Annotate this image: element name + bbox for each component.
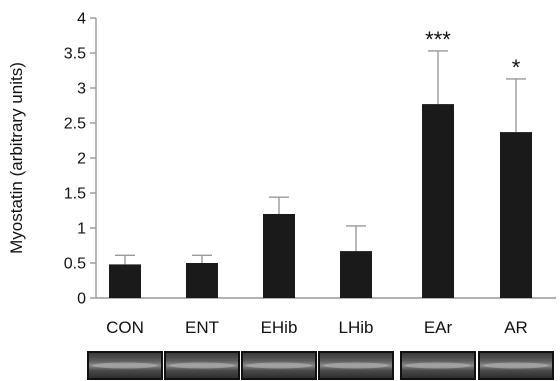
x-category-label: CON — [106, 318, 144, 337]
y-tick-label: 0 — [77, 291, 86, 308]
significance-marker: * — [512, 55, 521, 80]
x-category-label: AR — [504, 318, 528, 337]
y-tick-label: 3.5 — [64, 46, 86, 63]
bar-ent — [186, 263, 218, 298]
western-blot-strip — [87, 351, 554, 380]
bar-ear — [422, 104, 454, 298]
bar-ehib — [263, 214, 295, 298]
bar-lhib — [340, 251, 372, 298]
x-category-label: LHib — [339, 318, 374, 337]
y-tick-label: 4 — [77, 11, 86, 28]
blot-band — [483, 362, 549, 369]
axes: 0 0.5 1 1.5 2 2.5 3 3.5 4 — [64, 11, 556, 308]
blot-band — [323, 362, 389, 369]
x-category-label: EHib — [261, 318, 298, 337]
blot-band — [246, 362, 312, 369]
significance-marker: *** — [425, 27, 451, 52]
blot-band — [169, 362, 235, 369]
y-tick-label: 3 — [77, 81, 86, 98]
bar-ar — [500, 132, 532, 298]
x-category-label: ENT — [185, 318, 219, 337]
y-tick-label: 1 — [77, 221, 86, 238]
y-tick-label: 2.5 — [64, 116, 86, 133]
y-tick-label: 2 — [77, 151, 86, 168]
blot-band — [92, 362, 158, 369]
bar-con — [109, 264, 141, 298]
y-axis-label: Myostatin (arbitrary units) — [7, 62, 26, 254]
y-tick-label: 1.5 — [64, 186, 86, 203]
x-category-label: EAr — [424, 318, 453, 337]
bars: CON ENT EHib LHib EAr *** AR * — [106, 27, 532, 337]
y-tick-label: 0.5 — [64, 256, 86, 273]
blot-band — [405, 362, 471, 369]
